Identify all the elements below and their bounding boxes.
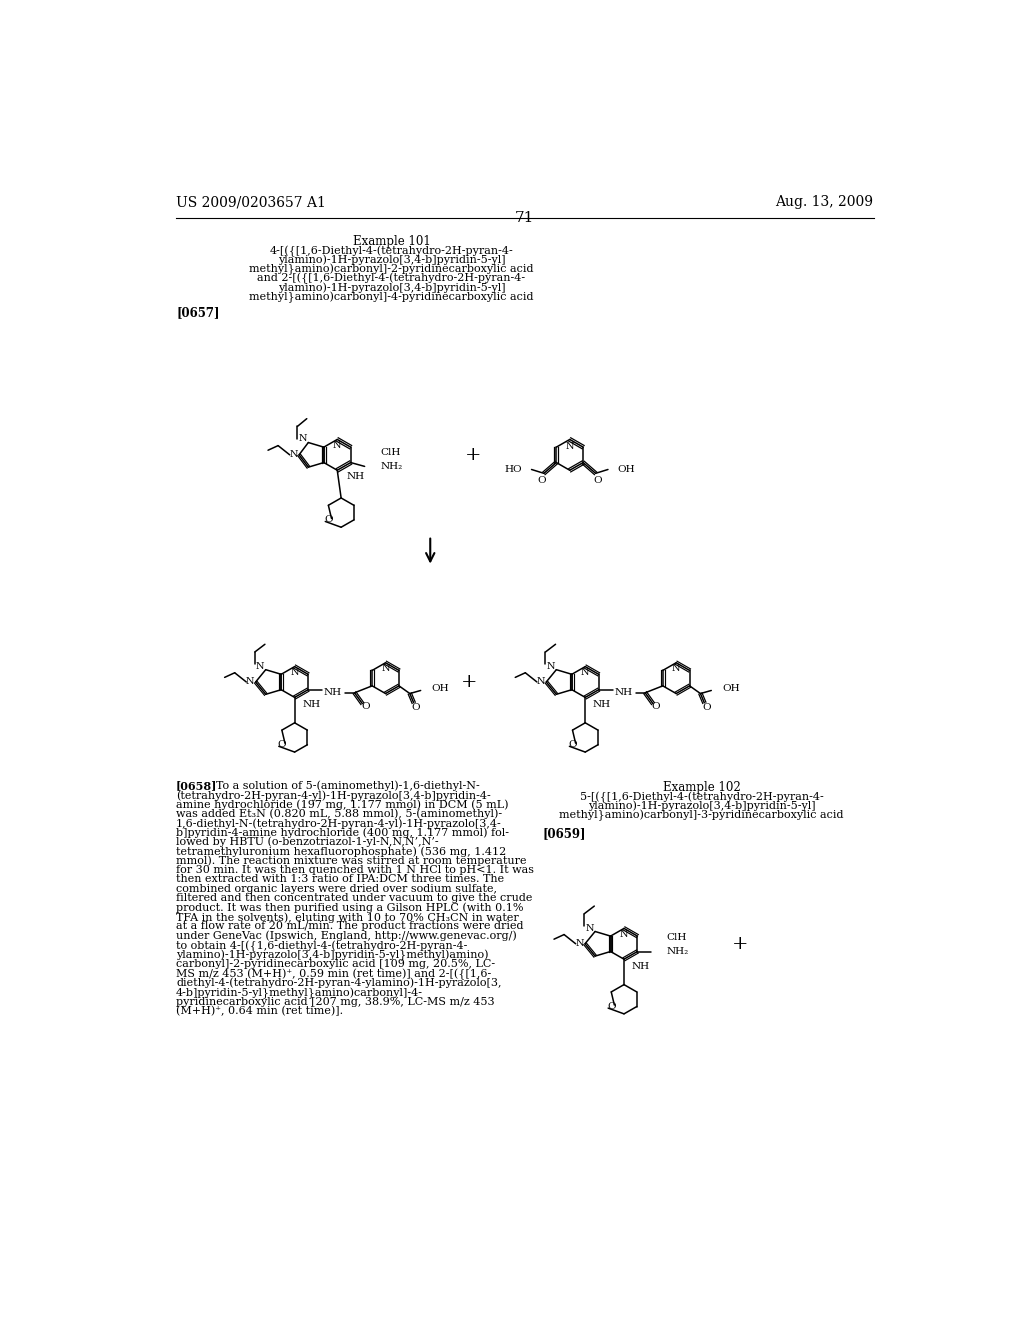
Text: Example 101: Example 101 — [352, 235, 430, 248]
Text: O: O — [607, 1002, 615, 1011]
Text: +: + — [465, 446, 481, 463]
Text: [0657]: [0657] — [176, 306, 219, 319]
Text: (M+H)⁺, 0.64 min (ret time)].: (M+H)⁺, 0.64 min (ret time)]. — [176, 1006, 343, 1016]
Text: N: N — [256, 663, 264, 671]
Text: O: O — [651, 702, 660, 711]
Text: O: O — [594, 475, 602, 484]
Text: for 30 min. It was then quenched with 1 N HCl to pH<1. It was: for 30 min. It was then quenched with 1 … — [176, 865, 535, 875]
Text: US 2009/0203657 A1: US 2009/0203657 A1 — [176, 195, 326, 210]
Text: ylamino)-1H-pyrazolo[3,4-b]pyridin-5-yl]: ylamino)-1H-pyrazolo[3,4-b]pyridin-5-yl] — [588, 800, 815, 812]
Text: 5-[({[1,6-Diethyl-4-(tetrahydro-2H-pyran-4-: 5-[({[1,6-Diethyl-4-(tetrahydro-2H-pyran… — [580, 792, 823, 803]
Text: N: N — [291, 668, 299, 677]
Text: Aug. 13, 2009: Aug. 13, 2009 — [775, 195, 873, 210]
Text: NH: NH — [632, 962, 650, 970]
Text: amine hydrochloride (197 mg, 1.177 mmol) in DCM (5 mL): amine hydrochloride (197 mg, 1.177 mmol)… — [176, 800, 509, 810]
Text: [0658]: [0658] — [176, 780, 217, 792]
Text: +: + — [461, 673, 477, 690]
Text: filtered and then concentrated under vacuum to give the crude: filtered and then concentrated under vac… — [176, 894, 532, 903]
Text: ClH: ClH — [667, 933, 687, 942]
Text: ClH: ClH — [380, 447, 400, 457]
Text: N: N — [581, 668, 590, 677]
Text: diethyl-4-(tetrahydro-2H-pyran-4-ylamino)-1H-pyrazolo[3,: diethyl-4-(tetrahydro-2H-pyran-4-ylamino… — [176, 978, 502, 989]
Text: MS m/z 453 (M+H)⁺, 0.59 min (ret time)] and 2-[({[1,6-: MS m/z 453 (M+H)⁺, 0.59 min (ret time)] … — [176, 969, 492, 979]
Text: N: N — [586, 924, 594, 933]
Text: N: N — [620, 931, 629, 939]
Text: at a flow rate of 20 mL/min. The product fractions were dried: at a flow rate of 20 mL/min. The product… — [176, 921, 523, 932]
Text: OH: OH — [722, 685, 739, 693]
Text: N: N — [381, 664, 390, 673]
Text: N: N — [565, 442, 574, 451]
Text: [0659]: [0659] — [543, 826, 586, 840]
Text: then extracted with 1:3 ratio of IPA:DCM three times. The: then extracted with 1:3 ratio of IPA:DCM… — [176, 875, 504, 884]
Text: Example 102: Example 102 — [663, 780, 740, 793]
Text: to obtain 4-[({1,6-diethyl-4-(tetrahydro-2H-pyran-4-: to obtain 4-[({1,6-diethyl-4-(tetrahydro… — [176, 940, 467, 952]
Text: To a solution of 5-(aminomethyl)-1,6-diethyl-N-: To a solution of 5-(aminomethyl)-1,6-die… — [209, 780, 479, 791]
Text: N: N — [575, 940, 584, 948]
Text: ylamino)-1H-pyrazolo[3,4-b]pyridin-5-yl}methyl)amino): ylamino)-1H-pyrazolo[3,4-b]pyridin-5-yl}… — [176, 949, 488, 961]
Text: N: N — [246, 677, 254, 686]
Text: TFA in the solvents), eluting with 10 to 70% CH₃CN in water: TFA in the solvents), eluting with 10 to… — [176, 912, 519, 923]
Text: ylamino)-1H-pyrazolo[3,4-b]pyridin-5-yl]: ylamino)-1H-pyrazolo[3,4-b]pyridin-5-yl] — [278, 282, 505, 293]
Text: lowed by HBTU (o-benzotriazol-1-yl-N,N,N’,N’-: lowed by HBTU (o-benzotriazol-1-yl-N,N,N… — [176, 837, 438, 847]
Text: N: N — [537, 677, 545, 686]
Text: was added Et₃N (0.820 mL, 5.88 mmol), 5-(aminomethyl)-: was added Et₃N (0.820 mL, 5.88 mmol), 5-… — [176, 809, 502, 820]
Text: N: N — [290, 450, 298, 459]
Text: NH: NH — [346, 473, 365, 480]
Text: OH: OH — [431, 685, 450, 693]
Text: NH: NH — [302, 700, 321, 709]
Text: +: + — [732, 935, 749, 953]
Text: NH: NH — [614, 688, 633, 697]
Text: 1,6-diethyl-N-(tetrahydro-2H-pyran-4-yl)-1H-pyrazolo[3,4-: 1,6-diethyl-N-(tetrahydro-2H-pyran-4-yl)… — [176, 818, 502, 829]
Text: N: N — [547, 663, 555, 671]
Text: b]pyridin-4-amine hydrochloride (400 mg, 1.177 mmol) fol-: b]pyridin-4-amine hydrochloride (400 mg,… — [176, 828, 509, 838]
Text: O: O — [412, 704, 420, 711]
Text: 4-[({[1,6-Diethyl-4-(tetrahydro-2H-pyran-4-: 4-[({[1,6-Diethyl-4-(tetrahydro-2H-pyran… — [269, 246, 513, 257]
Text: product. It was then purified using a Gilson HPLC (with 0.1%: product. It was then purified using a Gi… — [176, 903, 523, 913]
Text: O: O — [361, 702, 370, 711]
Text: O: O — [278, 741, 286, 750]
Text: O: O — [324, 515, 333, 524]
Text: methyl}amino)carbonyl]-4-pyridinecarboxylic acid: methyl}amino)carbonyl]-4-pyridinecarboxy… — [249, 292, 534, 304]
Text: N: N — [672, 664, 680, 673]
Text: under GeneVac (Ipswich, England, http://www.genevac.org/): under GeneVac (Ipswich, England, http://… — [176, 931, 517, 941]
Text: carbonyl]-2-pyridinecarboxylic acid [109 mg, 20.5%, LC-: carbonyl]-2-pyridinecarboxylic acid [109… — [176, 960, 496, 969]
Text: (tetrahydro-2H-pyran-4-yl)-1H-pyrazolo[3,4-b]pyridin-4-: (tetrahydro-2H-pyran-4-yl)-1H-pyrazolo[3… — [176, 789, 490, 800]
Text: methyl}amino)carbonyl]-3-pyridinecarboxylic acid: methyl}amino)carbonyl]-3-pyridinecarboxy… — [559, 810, 844, 821]
Text: N: N — [333, 441, 341, 450]
Text: NH₂: NH₂ — [667, 946, 689, 956]
Text: NH: NH — [324, 688, 342, 697]
Text: combined organic layers were dried over sodium sulfate,: combined organic layers were dried over … — [176, 884, 497, 894]
Text: O: O — [702, 704, 711, 711]
Text: O: O — [568, 741, 577, 750]
Text: mmol). The reaction mixture was stirred at room temperature: mmol). The reaction mixture was stirred … — [176, 855, 526, 866]
Text: 4-b]pyridin-5-yl}methyl}amino)carbonyl]-4-: 4-b]pyridin-5-yl}methyl}amino)carbonyl]-… — [176, 987, 423, 998]
Text: 71: 71 — [515, 211, 535, 224]
Text: tetramethyluronium hexafluorophosphate) (536 mg, 1.412: tetramethyluronium hexafluorophosphate) … — [176, 846, 506, 857]
Text: and 2-[({[1,6-Diethyl-4-(tetrahydro-2H-pyran-4-: and 2-[({[1,6-Diethyl-4-(tetrahydro-2H-p… — [257, 273, 525, 285]
Text: NH₂: NH₂ — [380, 462, 402, 471]
Text: methyl}amino)carbonyl]-2-pyridinecarboxylic acid: methyl}amino)carbonyl]-2-pyridinecarboxy… — [249, 264, 534, 276]
Text: OH: OH — [617, 465, 635, 474]
Text: HO: HO — [505, 465, 522, 474]
Text: O: O — [538, 475, 546, 484]
Text: NH: NH — [593, 700, 611, 709]
Text: ylamino)-1H-pyrazolo[3,4-b]pyridin-5-yl]: ylamino)-1H-pyrazolo[3,4-b]pyridin-5-yl] — [278, 255, 505, 265]
Text: N: N — [299, 434, 307, 444]
Text: pyridinecarboxylic acid [207 mg, 38.9%, LC-MS m/z 453: pyridinecarboxylic acid [207 mg, 38.9%, … — [176, 997, 495, 1007]
